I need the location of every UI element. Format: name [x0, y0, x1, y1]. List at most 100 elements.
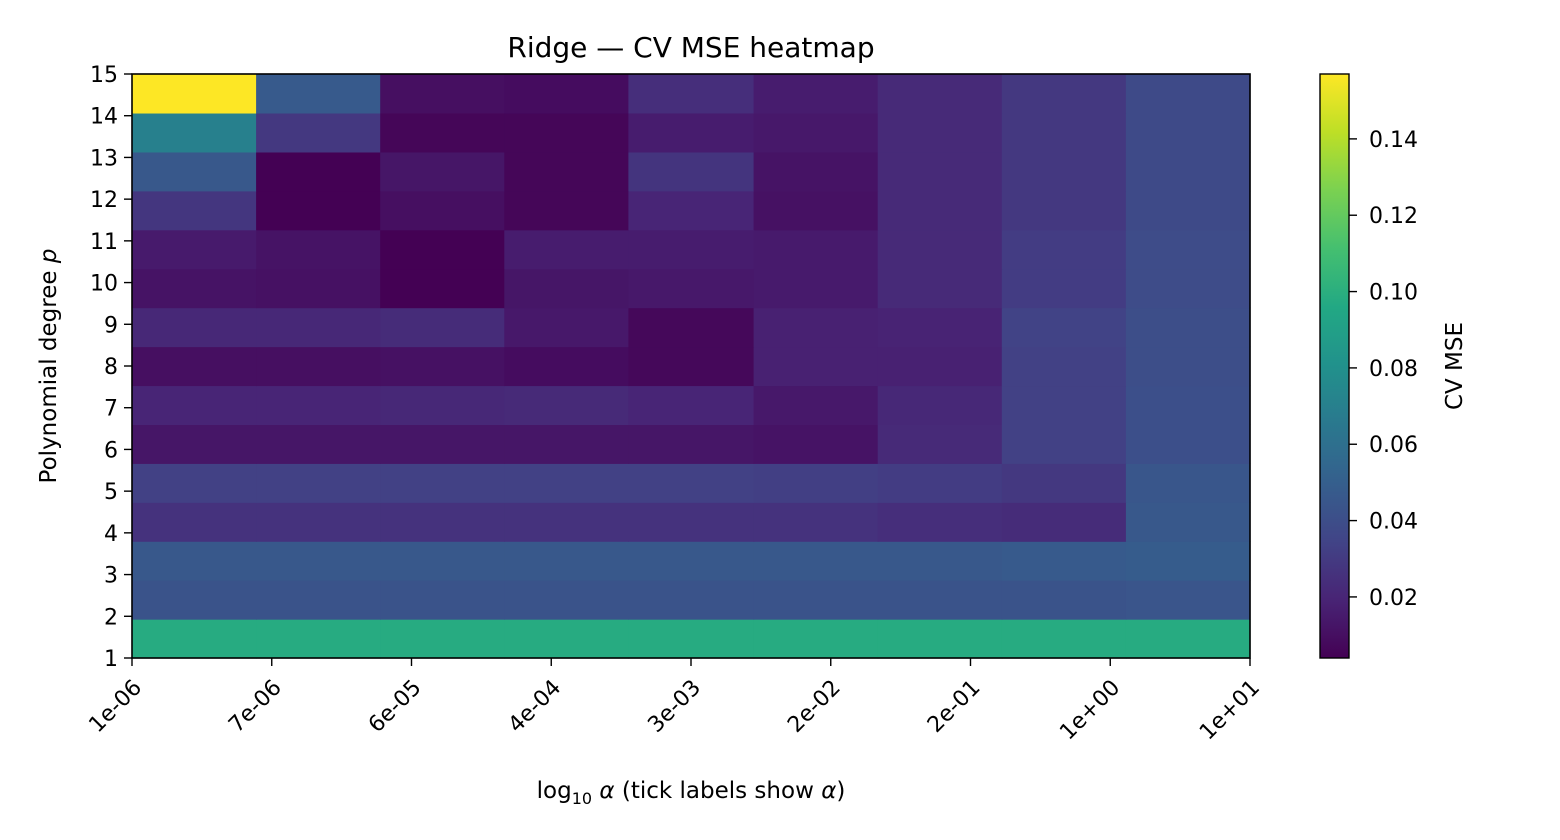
heatmap-cell	[753, 151, 879, 192]
x-tick-label: 2e-01	[923, 675, 986, 738]
heatmap-cell	[877, 151, 1003, 192]
heatmap-cell	[753, 580, 879, 620]
heatmap-cell	[256, 385, 381, 425]
y-tick-label: 11	[90, 230, 118, 255]
heatmap-cell	[1001, 346, 1127, 387]
heatmap-cell	[1001, 580, 1127, 620]
colorbar-label: CV MSE	[1442, 322, 1468, 410]
heatmap-cell	[380, 268, 505, 309]
heatmap-cell	[132, 229, 257, 270]
heatmap-cell	[256, 112, 381, 153]
heatmap-cell	[1001, 463, 1127, 503]
heatmap-cell	[1001, 385, 1127, 425]
heatmap-cell	[628, 463, 755, 503]
heatmap-cell	[628, 268, 755, 309]
heatmap-cell	[877, 580, 1003, 620]
heatmap-cell	[132, 541, 257, 581]
chart-title: Ridge — CV MSE heatmap	[507, 31, 874, 64]
heatmap-cell	[1001, 229, 1127, 270]
y-tick-label: 6	[104, 438, 118, 463]
heatmap-cell	[380, 190, 505, 231]
heatmap-cell	[628, 502, 755, 542]
heatmap-cell	[628, 307, 755, 348]
heatmap-cell	[380, 541, 505, 581]
x-tick-label: 4e-04	[504, 675, 567, 738]
y-axis-label: Polynomial degree p	[36, 249, 62, 484]
heatmap-cell	[628, 74, 755, 114]
x-tick-label: 1e-06	[84, 675, 147, 738]
heatmap-cell	[1125, 268, 1251, 309]
y-tick-label: 9	[104, 313, 118, 338]
heatmap-cell	[1001, 424, 1127, 464]
y-tick-label: 13	[90, 146, 118, 171]
heatmap-cell	[256, 463, 381, 503]
heatmap-cell	[1125, 112, 1251, 153]
x-tick-label: 6e-05	[364, 675, 427, 738]
heatmap-cell	[753, 268, 879, 309]
heatmap-cell	[504, 268, 629, 309]
colorbar-tick-label: 0.12	[1369, 204, 1418, 229]
heatmap-cell	[380, 580, 505, 620]
heatmap-cell	[628, 190, 755, 231]
heatmap-cell	[132, 385, 257, 425]
y-tick-label: 1	[104, 647, 118, 672]
heatmap-cell	[753, 619, 879, 659]
heatmap-cell	[877, 190, 1003, 231]
heatmap-cell	[1001, 74, 1127, 114]
heatmap-cell	[753, 190, 879, 231]
heatmap-cell	[628, 580, 755, 620]
x-tick-label: 7e-06	[224, 675, 287, 738]
x-axis-ticks: 1e-06 7e-06 6e-05 4e-04 3e-03 2e-02 2e-01 1e+00…	[84, 658, 1265, 745]
heatmap-cell	[256, 424, 381, 464]
heatmap-cell	[504, 112, 629, 153]
colorbar-tick-label: 0.02	[1369, 586, 1418, 611]
heatmap-cell	[132, 580, 257, 620]
heatmap-cell	[132, 346, 257, 387]
heatmap-cell	[504, 463, 629, 503]
heatmap-cell	[256, 307, 381, 348]
heatmap-cell	[753, 502, 879, 542]
heatmap-cell	[1125, 580, 1251, 620]
heatmap-cell	[380, 463, 505, 503]
heatmap-cell	[256, 268, 381, 309]
y-tick-label: 4	[104, 522, 118, 547]
heatmap-cell	[877, 307, 1003, 348]
heatmap-cell	[628, 229, 755, 270]
heatmap-cell	[877, 541, 1003, 581]
heatmap-cell	[753, 463, 879, 503]
heatmap-cell	[132, 463, 257, 503]
heatmap-cell	[256, 74, 381, 114]
colorbar-ticks: 0.02 0.04 0.06 0.08 0.10 0.12 0.14	[1349, 128, 1418, 611]
colorbar-tick-label: 0.06	[1369, 433, 1418, 458]
heatmap-cell	[1001, 541, 1127, 581]
heatmap-cell	[132, 112, 257, 153]
heatmap-cell	[504, 385, 629, 425]
heatmap-cell	[380, 502, 505, 542]
heatmap-cell	[504, 151, 629, 192]
heatmap-cell	[256, 190, 381, 231]
heatmap-cell	[380, 229, 505, 270]
heatmap-cell	[628, 151, 755, 192]
heatmap-cell	[1125, 307, 1251, 348]
heatmap-cell	[753, 112, 879, 153]
heatmap-cell	[628, 619, 755, 659]
heatmap-cell	[1001, 307, 1127, 348]
heatmap-cell	[1125, 190, 1251, 231]
heatmap-cell	[132, 619, 257, 659]
heatmap-cell	[1125, 619, 1251, 659]
heatmap-cell	[1125, 151, 1251, 192]
heatmap-cell	[753, 307, 879, 348]
x-axis-label-log: log	[537, 778, 572, 804]
heatmap-cell	[504, 580, 629, 620]
x-tick-label: 1e+01	[1195, 675, 1265, 745]
heatmap-cell	[1125, 346, 1251, 387]
heatmap-cell	[504, 307, 629, 348]
heatmap-cell	[1001, 502, 1127, 542]
heatmap-cell	[1125, 502, 1251, 542]
heatmap-cell	[132, 74, 257, 114]
heatmap-cell	[753, 424, 879, 464]
y-tick-label: 10	[90, 272, 118, 297]
heatmap-cell	[877, 74, 1003, 114]
y-tick-label: 3	[104, 564, 118, 589]
